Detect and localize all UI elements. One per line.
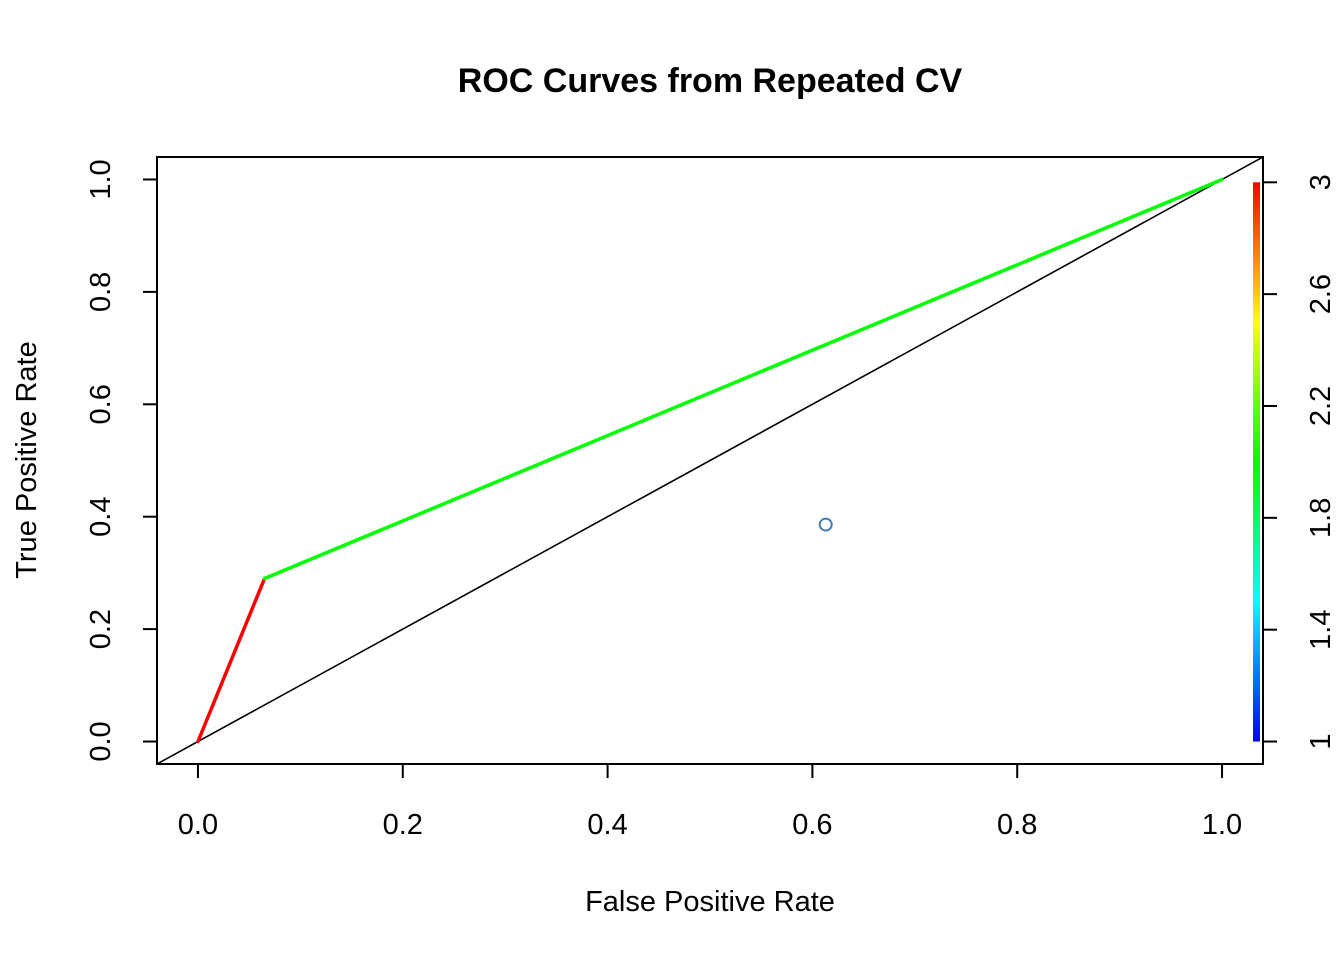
colorkey-tick-label-0: 1 [1305,733,1337,749]
x-tick-label-5: 1.0 [1202,809,1242,841]
cutoff-colorkey: 1 1.4 1.8 2.2 2.6 3 [1253,174,1337,750]
x-tick-label-4: 0.8 [997,809,1037,841]
y-tick-label-3: 0.6 [85,384,117,424]
x-axis-label: False Positive Rate [585,886,835,918]
y-tick-label-1: 0.2 [85,609,117,649]
diagonal-reference-line [157,157,1263,764]
plot-frame [156,156,1264,765]
roc-segment-1 [196,576,267,744]
colorkey-tick-label-4: 2.6 [1305,274,1337,314]
chart-title: ROC Curves from Repeated CV [458,62,963,100]
roc-segment-2 [262,177,1224,581]
y-axis: 0.0 0.2 0.4 0.6 0.8 1.0 [85,159,157,762]
plot-area [157,157,1263,764]
y-tick-label-2: 0.4 [85,497,117,537]
x-axis: 0.0 0.2 0.4 0.6 0.8 1.0 [178,764,1242,841]
y-axis-label: True Positive Rate [11,341,43,578]
colorkey-bar [1253,182,1260,742]
y-tick-label-0: 0.0 [85,721,117,761]
marker-point [818,517,833,532]
x-tick-label-1: 0.2 [383,809,423,841]
y-tick-label-5: 1.0 [85,159,117,199]
colorkey-tick-label-1: 1.4 [1305,610,1337,650]
colorkey-tick-label-5: 3 [1305,174,1337,190]
x-tick-label-2: 0.4 [587,809,627,841]
y-tick-label-4: 0.8 [85,272,117,312]
colorkey-tick-label-2: 1.8 [1305,498,1337,538]
x-tick-label-3: 0.6 [792,809,832,841]
x-tick-label-0: 0.0 [178,809,218,841]
colorkey-tick-label-3: 2.2 [1305,386,1337,426]
